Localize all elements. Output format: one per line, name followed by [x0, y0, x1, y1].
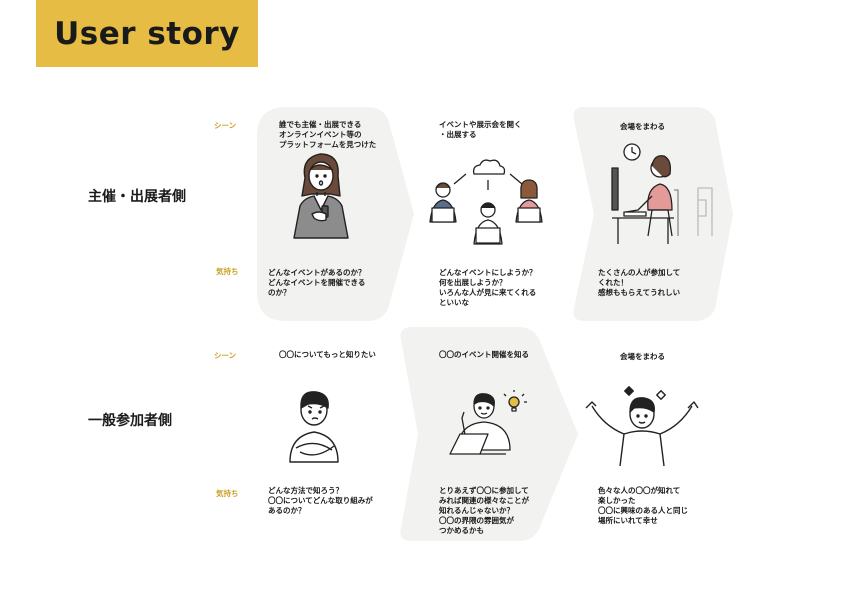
thinking-man-illustration	[289, 391, 339, 463]
scene-caption: 誰でも主催・出展できる オンラインイベント等の プラットフォームを見つけた	[279, 120, 377, 149]
title-banner: User story	[36, 0, 258, 67]
feeling-label-row2: 気持ち	[216, 489, 239, 498]
scene-caption: 会場をまわる	[620, 352, 665, 361]
laptop-icon	[449, 433, 489, 455]
feeling-caption: どんな方法で知ろう？ 〇〇についてどんな取り組みが あるのか？	[268, 486, 373, 515]
feeling-caption: どんなイベントがあるのか？ どんなイベントを開催できる のか？	[268, 268, 366, 297]
woman-at-computer-illustration	[611, 143, 713, 244]
scene-caption: 会場をまわる	[620, 122, 665, 131]
woman-with-phone-illustration	[293, 153, 349, 239]
scene-caption: 〇〇についてもっと知りたい	[279, 350, 376, 359]
cheering-man-illustration	[585, 386, 699, 466]
man-with-laptop-illustration	[449, 390, 527, 455]
row-label-organizer: 主催・出展者側	[88, 189, 186, 205]
feeling-caption: 色々な人の〇〇が知れて 楽しかった 〇〇に興味のある人と同じ 場所にいれて幸せ	[598, 486, 688, 525]
feeling-label-row1: 気持ち	[216, 267, 239, 276]
scene-label-row1: シーン	[214, 121, 237, 130]
cloud-icon	[472, 159, 506, 175]
feeling-caption: とりあえず〇〇に参加して みれば関連の様々なことが 知れるんじゃないか？ 〇〇の…	[439, 486, 529, 535]
panel-row1-step3	[573, 107, 733, 321]
page-title: User story	[54, 15, 240, 52]
network-people-illustration	[429, 159, 543, 245]
row-label-participant: 一般参加者側	[88, 413, 172, 429]
scene-caption: イベントや展示会を開く ・出展する	[439, 120, 522, 139]
computer-icon	[611, 167, 619, 211]
lightbulb-icon	[503, 390, 527, 412]
scene-caption: 〇〇のイベント開催を知る	[439, 350, 529, 359]
feeling-caption: どんなイベントにしようか？ 何を出展しようか？ いろんな人が見に来てくれる とい…	[439, 268, 537, 307]
scene-label-row2: シーン	[214, 351, 237, 360]
feeling-caption: たくさんの人が参加して くれた！ 感想ももらえてうれしい	[598, 268, 681, 297]
